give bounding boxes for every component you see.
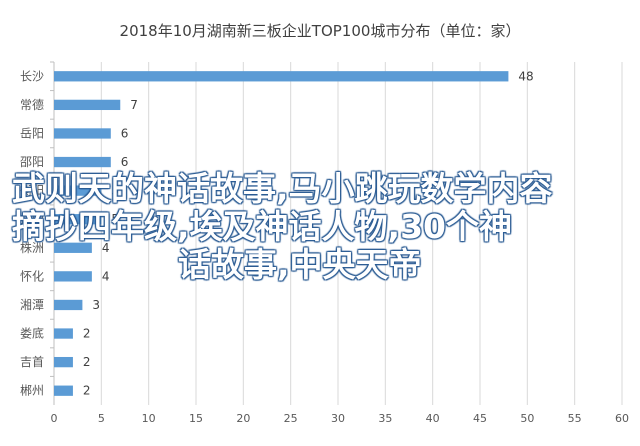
x-tick-label: 5 [98, 412, 105, 425]
category-label: 益阳 [20, 212, 44, 226]
x-tick-label: 50 [520, 412, 534, 425]
x-tick-label: 35 [378, 412, 392, 425]
data-label: 5 [111, 212, 119, 226]
category-label: 长沙 [20, 69, 44, 83]
bar [54, 299, 83, 311]
data-label: 2 [83, 384, 91, 398]
bar [54, 356, 73, 368]
overlay-line-2: 摘抄四年级,埃及神话人物,30个神 [12, 207, 512, 246]
data-label: 3 [92, 298, 100, 312]
bar [54, 99, 121, 111]
x-tick-label: 20 [236, 412, 250, 425]
category-label: 衡阳 [20, 184, 44, 198]
category-label: 娄底 [20, 326, 44, 341]
chart-title: 2018年10月湖南新三板企业TOP100城市分布（单位：家） [119, 22, 521, 40]
data-label: 7 [130, 98, 138, 112]
category-label: 郴州 [20, 384, 44, 398]
bar [54, 185, 102, 196]
data-label: 5 [111, 184, 119, 198]
category-label: 怀化 [20, 269, 44, 283]
x-tick-label: 45 [473, 412, 487, 425]
x-tick-label: 10 [142, 412, 156, 425]
x-tick-label: 15 [189, 412, 203, 425]
category-label: 常德 [20, 97, 44, 112]
x-tick-label: 55 [568, 412, 582, 425]
category-label: 岳阳 [20, 126, 44, 140]
bar [54, 71, 509, 82]
bar [54, 214, 102, 225]
bar [54, 128, 111, 139]
bar [54, 385, 73, 396]
overlay-line-3: 话故事,中央天帝 [178, 245, 422, 284]
data-label: 6 [121, 126, 129, 140]
x-tick-label: 60 [615, 412, 629, 425]
bar [54, 156, 111, 168]
data-label: 2 [83, 327, 91, 341]
x-tick-label: 0 [51, 412, 58, 425]
bar [54, 271, 92, 282]
data-label: 4 [102, 269, 110, 283]
category-label: 邵阳 [20, 155, 44, 169]
category-label: 株洲 [20, 240, 44, 255]
bar [54, 242, 92, 253]
x-tick-label: 40 [426, 412, 440, 425]
data-label: 6 [121, 155, 129, 169]
data-label: 2 [83, 355, 91, 369]
bar [54, 328, 73, 339]
x-tick-label: 30 [331, 412, 345, 425]
overlay-line-1: 武则天的神话故事,马小跳玩数学内容 [12, 169, 553, 208]
x-tick-label: 25 [284, 412, 298, 425]
category-label: 湘潭 [20, 297, 44, 312]
category-label: 吉首 [20, 355, 44, 369]
data-label: 48 [518, 69, 533, 83]
data-label: 4 [102, 241, 110, 255]
